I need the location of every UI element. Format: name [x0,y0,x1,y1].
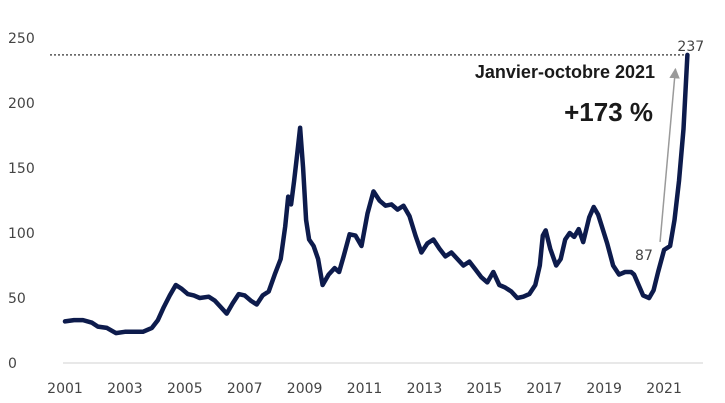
x-tick-label: 2013 [407,381,443,397]
x-tick-label: 2001 [47,381,83,397]
x-tick-label: 2015 [467,381,503,397]
y-tick-label: 200 [8,96,35,112]
x-tick-label: 2019 [586,381,622,397]
y-tick-label: 150 [8,161,35,177]
y-tick-label: 50 [8,291,26,307]
annotation-arrow [659,67,680,242]
x-tick-label: 2009 [287,381,323,397]
y-axis-ticks: 0 50 100 150 200 250 [8,31,35,372]
x-tick-label: 2007 [227,381,263,397]
reference-value-label: 237 [677,39,704,55]
y-tick-label: 250 [8,31,35,47]
annotation-period: Janvier-octobre 2021 [475,62,655,82]
x-tick-label: 2003 [107,381,143,397]
x-tick-label: 2017 [526,381,562,397]
series-line [62,52,690,336]
y-tick-label: 100 [8,226,35,242]
x-tick-label: 2021 [646,381,682,397]
x-tick-label: 2011 [347,381,383,397]
x-tick-label: 2005 [167,381,203,397]
annotation-change: +173 % [564,97,653,127]
y-tick-label: 0 [8,356,17,372]
start-value-label: 87 [635,248,653,264]
x-axis-ticks: 2001 2003 2005 2007 2009 2011 2013 2015 2017 2019… [47,381,682,397]
